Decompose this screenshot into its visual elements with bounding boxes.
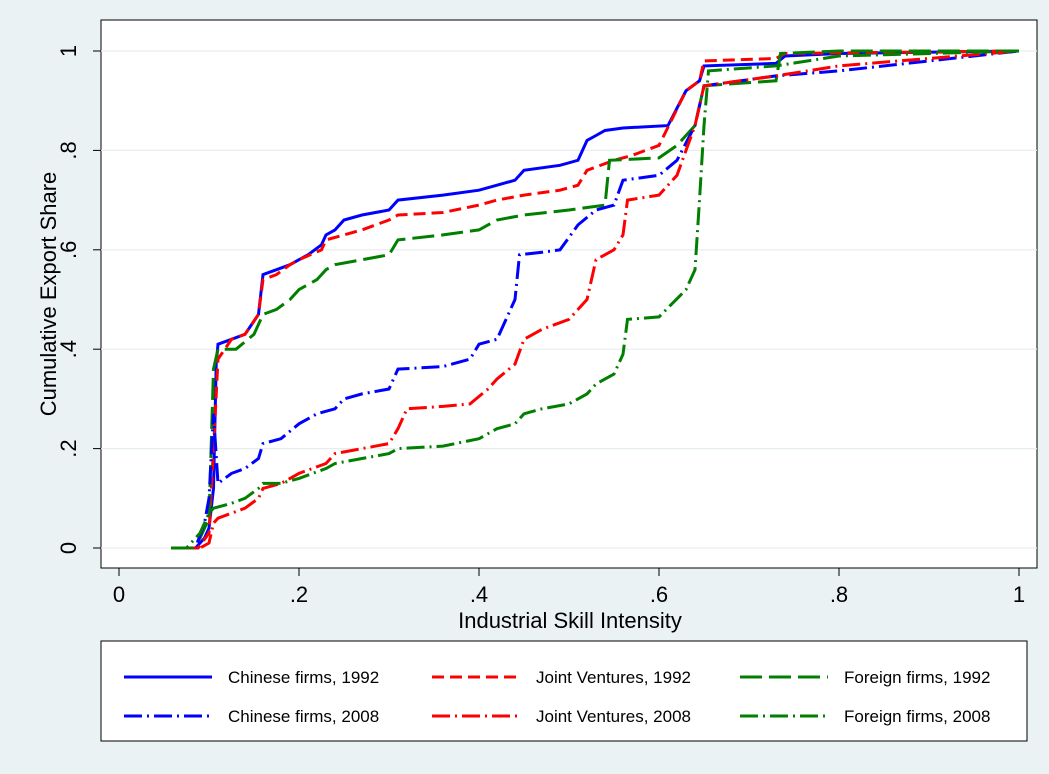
series-layer xyxy=(171,49,1020,550)
series-line-3 xyxy=(171,49,1019,550)
x-tick-label: 1 xyxy=(1013,582,1025,607)
x-tick-label: .4 xyxy=(470,582,488,607)
legend-label: Chinese firms, 2008 xyxy=(228,707,379,726)
y-tick-label: .2 xyxy=(56,439,81,457)
legend-label: Joint Ventures, 2008 xyxy=(536,707,691,726)
y-tick-label: 0 xyxy=(56,542,81,554)
y-tick-label: .4 xyxy=(56,340,81,358)
y-axis: 0 .2 .4 .6 .8 1 xyxy=(56,45,101,554)
legend-label: Foreign firms, 2008 xyxy=(844,707,990,726)
y-axis-label: Cumulative Export Share xyxy=(36,172,61,417)
legend-label: Joint Ventures, 1992 xyxy=(536,668,691,687)
x-tick-label: .6 xyxy=(650,582,668,607)
x-tick-label: 0 xyxy=(113,582,125,607)
legend xyxy=(100,640,1028,742)
legend-label: Foreign firms, 1992 xyxy=(844,668,990,687)
x-axis-label: Industrial Skill Intensity xyxy=(458,608,682,633)
x-axis: 0 .2 .4 .6 .8 1 xyxy=(113,568,1025,607)
y-tick-label: .6 xyxy=(56,241,81,259)
plot-area xyxy=(100,19,1038,569)
x-tick-label: .2 xyxy=(290,582,308,607)
y-tick-label: 1 xyxy=(56,45,81,57)
legend-items: Chinese firms, 1992 Joint Ventures, 1992 F… xyxy=(124,668,990,726)
series-line-6 xyxy=(171,49,1020,550)
series-line-4 xyxy=(171,49,1020,550)
series-line-2 xyxy=(171,49,1020,550)
y-tick-label: .8 xyxy=(56,141,81,159)
x-tick-label: .8 xyxy=(830,582,848,607)
legend-label: Chinese firms, 1992 xyxy=(228,668,379,687)
series-line-5 xyxy=(171,49,1020,550)
